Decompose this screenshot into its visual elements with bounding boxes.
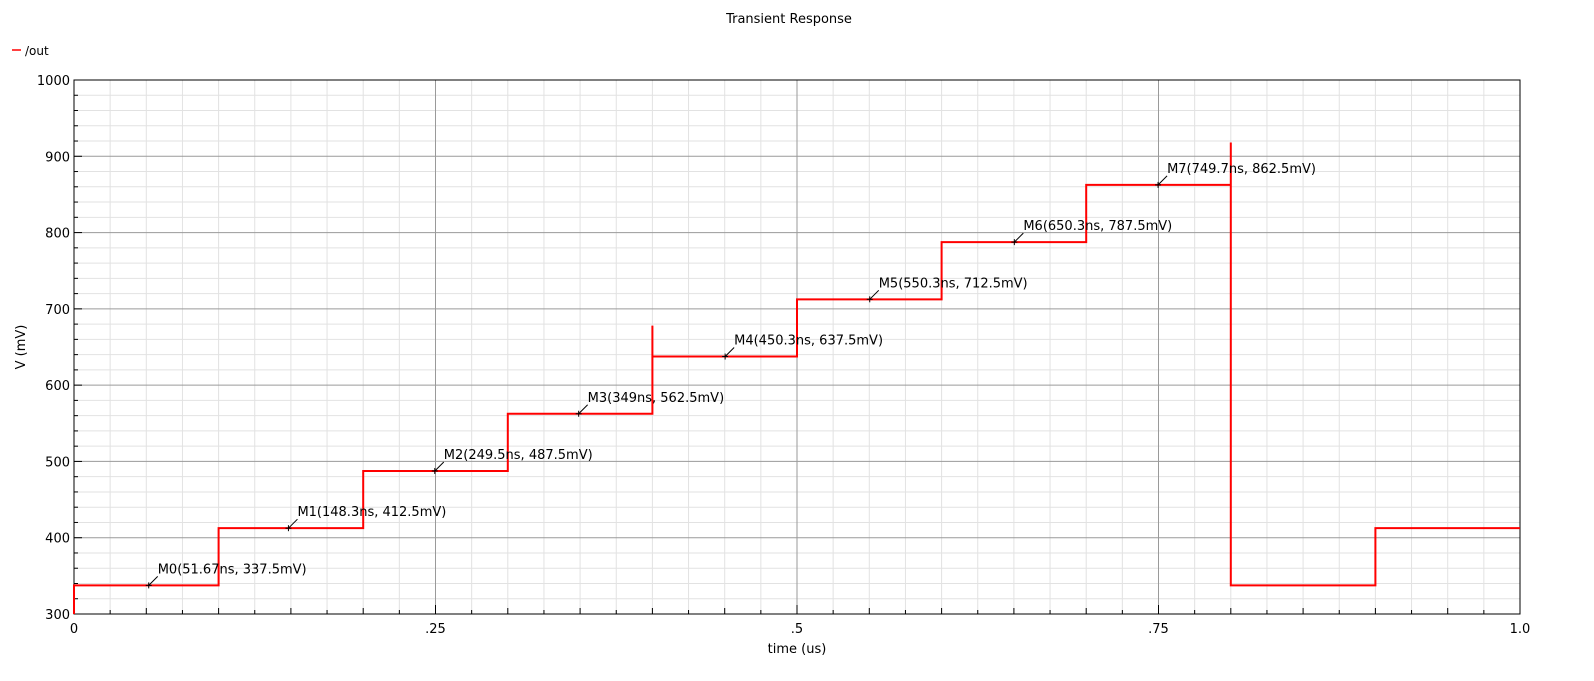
y-tick-label: 900 [45, 150, 70, 165]
y-tick-label: 400 [45, 532, 70, 547]
marker-3: M3(349ns, 562.5mV) [575, 391, 725, 417]
marker-7: M7(749.7ns, 862.5mV) [1155, 162, 1316, 188]
x-axis-tick-labels: 0 .25 .5 .75 1.0 [70, 622, 1530, 637]
marker-label: M4(450.3ns, 637.5mV) [734, 334, 883, 349]
y-tick-label: 600 [45, 379, 70, 394]
marker-leader [1157, 175, 1168, 186]
x-axis-label: time (us) [768, 642, 827, 657]
y-tick-label: 500 [45, 455, 70, 470]
x-tick-label: .75 [1148, 622, 1169, 637]
marker-leader [288, 518, 298, 529]
x-tick-label: 1.0 [1510, 622, 1531, 637]
marker-leader [869, 289, 880, 300]
marker-leader [1013, 232, 1024, 243]
marker-leader [148, 576, 159, 586]
marker-0: M0(51.67ns, 337.5mV) [145, 562, 307, 589]
x-tick-label: 0 [70, 622, 78, 637]
y-axis-tick-labels: 300 400 500 600 700 800 900 1000 [37, 74, 70, 623]
y-axis-label: V (mV) [14, 325, 29, 370]
legend: /out [12, 44, 49, 58]
y-tick-label: 1000 [37, 74, 70, 89]
marker-label: M7(749.7ns, 862.5mV) [1167, 162, 1316, 177]
marker-1: M1(148.3ns, 412.5mV) [285, 505, 446, 532]
marker-leader [724, 347, 735, 357]
series-line-out [73, 142, 1520, 614]
marker-label: M3(349ns, 562.5mV) [588, 391, 725, 406]
y-tick-label: 800 [45, 227, 70, 242]
y-tick-label: 300 [45, 608, 70, 623]
x-tick-label: .5 [791, 622, 803, 637]
marker-leader [578, 404, 589, 415]
major-gridlines [74, 80, 1520, 614]
marker-5: M5(550.3ns, 712.5mV) [866, 276, 1028, 303]
y-tick-label: 700 [45, 303, 70, 318]
legend-label-out: /out [25, 44, 49, 58]
marker-6: M6(650.3ns, 787.5mV) [1011, 219, 1172, 246]
chart-title: Transient Response [725, 12, 852, 27]
marker-label: M0(51.67ns, 337.5mV) [158, 562, 307, 577]
series-out [73, 142, 1520, 614]
x-tick-label: .25 [425, 622, 446, 637]
marker-2: M2(249.5ns, 487.5mV) [431, 448, 593, 474]
marker-label: M2(249.5ns, 487.5mV) [444, 448, 593, 463]
marker-label: M5(550.3ns, 712.5mV) [879, 276, 1028, 291]
marker-leader [434, 461, 445, 472]
marker-4: M4(450.3ns, 637.5mV) [722, 334, 883, 360]
marker-label: M6(650.3ns, 787.5mV) [1023, 219, 1172, 234]
markers: M0(51.67ns, 337.5mV) M1(148.3ns, 412.5mV)… [145, 162, 1316, 589]
plot-area-frame [73, 79, 1521, 615]
marker-label: M1(148.3ns, 412.5mV) [297, 505, 446, 520]
